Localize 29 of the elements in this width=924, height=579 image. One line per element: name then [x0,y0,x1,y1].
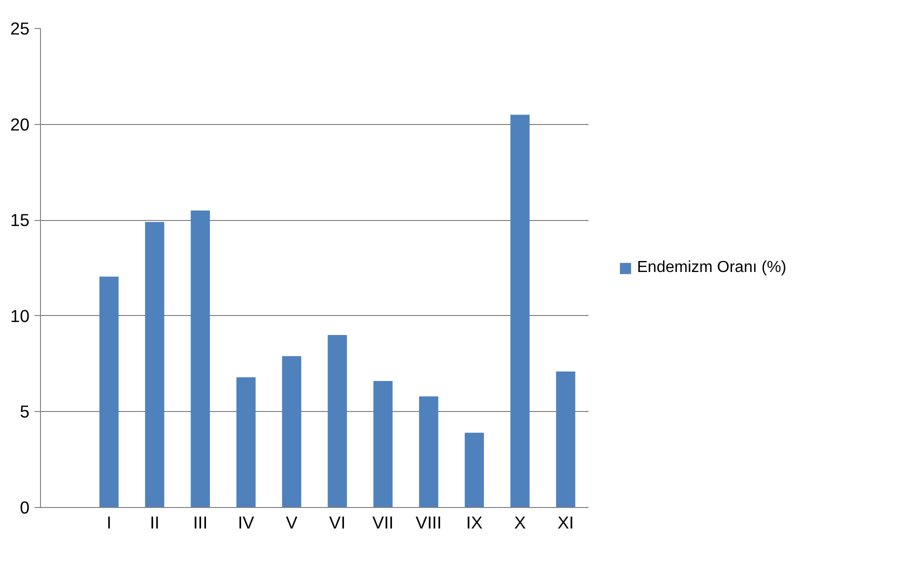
y-tick-label: 25 [10,18,30,38]
x-tick-label: V [286,512,298,532]
y-tick-label: 20 [10,114,30,134]
bar [145,222,164,508]
legend-label: Endemizm Oranı (%) [637,258,786,276]
x-tick-label: I [106,512,112,532]
y-tick-label: 15 [10,210,30,230]
x-tick-label: II [150,512,160,532]
bar [328,335,347,508]
y-tick-label: 10 [10,306,30,326]
y-tick-label: 0 [20,498,30,518]
x-tick-label: IV [238,512,255,532]
bar [556,371,576,508]
x-tick-label: X [514,512,526,532]
x-tick-label: IX [466,512,483,532]
x-tick-label: III [193,512,208,532]
y-tick-label: 5 [20,402,30,422]
bar [373,381,393,508]
bar [464,432,484,508]
bar [510,114,530,508]
bar [282,356,302,508]
x-tick-label: XI [557,512,574,532]
bar [99,276,119,508]
x-tick-label: VI [329,512,346,532]
bar [236,377,256,508]
bar [419,396,438,508]
bar [190,210,210,508]
x-tick-label: VII [372,512,394,532]
x-tick-label: VIII [416,512,442,532]
